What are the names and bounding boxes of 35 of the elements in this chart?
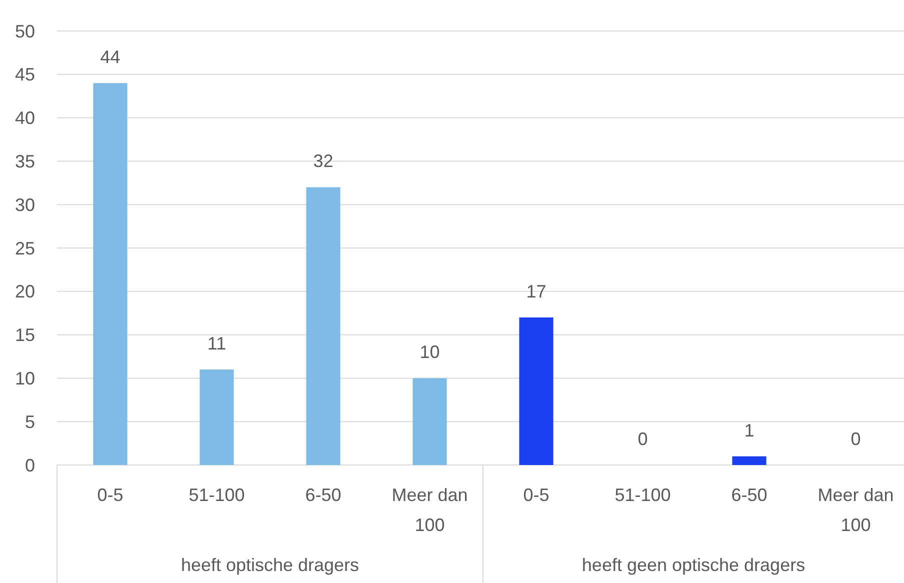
text: heeft optische dragers bbox=[180, 555, 360, 575]
y-tick-label: 20 bbox=[14, 282, 35, 302]
bar bbox=[732, 456, 766, 465]
y-tick-label: 40 bbox=[14, 108, 35, 128]
x-tick-label: 51-100 bbox=[614, 485, 671, 505]
data-label: 0 bbox=[638, 429, 648, 449]
bar bbox=[412, 378, 447, 465]
data-label: 32 bbox=[313, 151, 334, 172]
y-tick-label: 35 bbox=[14, 152, 35, 172]
bar bbox=[306, 187, 340, 465]
x-tick-label: Meer dan 100 bbox=[392, 485, 468, 535]
y-tick-label: 15 bbox=[14, 325, 35, 346]
data-label: 17 bbox=[526, 281, 546, 302]
bar bbox=[93, 83, 128, 465]
y-tick-label: 10 bbox=[14, 368, 35, 388]
x-tick-label: 0-5 bbox=[523, 485, 550, 505]
data-label: 1 bbox=[744, 420, 754, 440]
y-tick-label: 25 bbox=[14, 238, 35, 258]
data-label: 11 bbox=[207, 334, 226, 354]
data-label: 10 bbox=[420, 342, 440, 362]
text: heeft geen optische dragers bbox=[582, 555, 806, 575]
x-tick-label: Meer dan 100 bbox=[818, 485, 894, 535]
x-tick-label: 6-50 bbox=[731, 485, 768, 505]
data-label: 44 bbox=[100, 47, 120, 68]
x-tick-label: 6-50 bbox=[305, 485, 342, 505]
x-tick-label: 0-5 bbox=[97, 485, 124, 505]
y-tick-label: 0 bbox=[24, 455, 35, 476]
bar bbox=[200, 370, 234, 465]
y-tick-label: 5 bbox=[24, 412, 35, 432]
y-tick-label: 50 bbox=[14, 21, 35, 42]
y-tick-label: 45 bbox=[14, 64, 35, 85]
y-tick-label: 30 bbox=[14, 194, 35, 215]
x-tick-label: 51-100 bbox=[188, 485, 245, 505]
data-label: 0 bbox=[850, 429, 861, 449]
bar bbox=[519, 317, 554, 465]
